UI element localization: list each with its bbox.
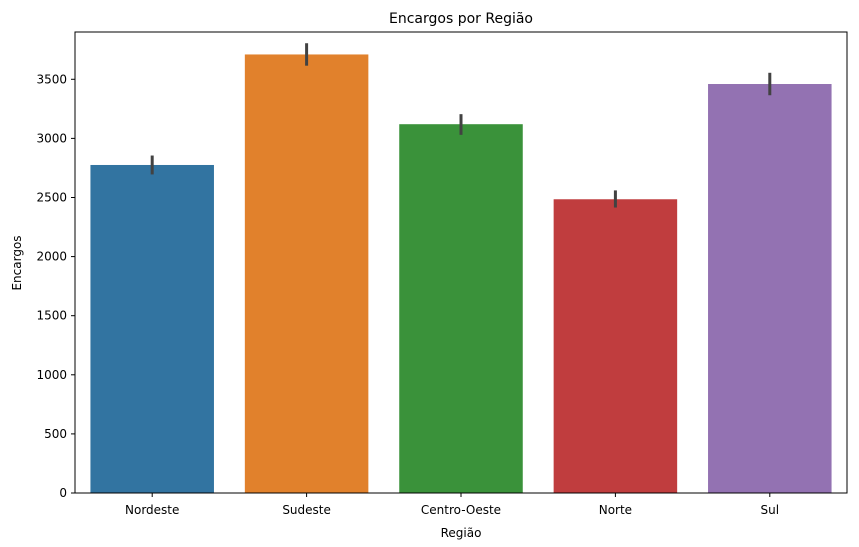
y-tick-label: 3000 — [36, 131, 67, 145]
bar-sudeste — [244, 54, 369, 493]
x-tick-label: Sudeste — [282, 503, 331, 517]
y-axis: 0 500 1000 1500 2000 2500 3000 3500 — [36, 72, 75, 500]
x-tick-label: Norte — [599, 503, 632, 517]
error-bars-group — [150, 43, 772, 208]
y-tick-label: 2500 — [36, 190, 67, 204]
bar-centro-oeste — [399, 124, 523, 493]
y-tick-label: 1000 — [36, 368, 67, 382]
bar-sul — [708, 84, 832, 493]
y-axis-label: Encargos — [10, 235, 24, 290]
y-tick-label: 0 — [59, 486, 67, 500]
x-tick-label: Nordeste — [125, 503, 179, 517]
y-tick-label: 1500 — [36, 309, 67, 323]
bars-group — [90, 54, 832, 493]
x-tick-label: Sul — [761, 503, 780, 517]
bar-norte — [553, 199, 678, 493]
y-tick-label: 500 — [44, 427, 67, 441]
x-axis: Nordeste Sudeste Centro-Oeste Norte Sul — [125, 493, 779, 517]
bar-nordeste — [90, 164, 214, 493]
chart-title: Encargos por Região — [389, 11, 533, 27]
x-axis-label: Região — [441, 526, 482, 540]
x-tick-label: Centro-Oeste — [421, 503, 501, 517]
y-tick-label: 2000 — [36, 250, 67, 264]
y-tick-label: 3500 — [36, 72, 67, 86]
